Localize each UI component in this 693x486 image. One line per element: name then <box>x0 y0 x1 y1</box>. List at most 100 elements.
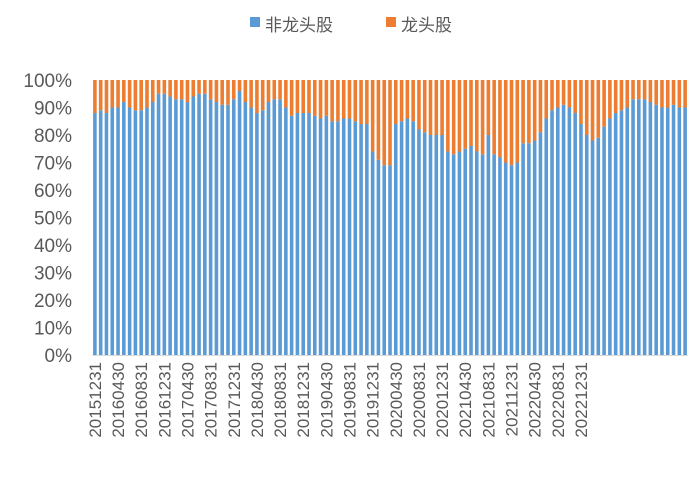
bar-non-leader <box>573 113 577 355</box>
bar-non-leader <box>440 135 444 355</box>
bar-non-leader <box>185 102 190 355</box>
bar-non-leader <box>93 113 97 355</box>
bar-non-leader <box>312 115 317 355</box>
bar-non-leader <box>417 129 421 355</box>
bar-leader <box>93 80 97 113</box>
bar-non-leader <box>613 113 618 355</box>
x-tick-label: 20160831 <box>132 362 151 438</box>
bar-non-leader <box>370 151 375 355</box>
bar-leader <box>104 80 109 113</box>
bar-non-leader <box>284 107 288 355</box>
bar-leader <box>613 80 618 113</box>
bar-non-leader <box>191 96 196 355</box>
bar-leader <box>428 80 433 135</box>
bar-leader <box>237 80 242 91</box>
bar-non-leader <box>347 118 352 355</box>
bar-leader <box>278 80 282 100</box>
bar-leader <box>266 80 271 102</box>
x-tick-label: 20210430 <box>456 362 475 438</box>
bar-non-leader <box>203 93 207 355</box>
bar-non-leader <box>324 115 329 355</box>
bar-leader <box>417 80 421 130</box>
bar-leader <box>318 80 323 119</box>
bar-leader <box>336 80 340 122</box>
bar-non-leader <box>376 159 381 355</box>
bar-non-leader <box>289 115 294 355</box>
bar-leader <box>156 80 161 94</box>
bar-leader <box>208 80 213 100</box>
y-axis: 0% 10% 20% 30% 40% 50% 60% 70% 80% 90% 100% <box>23 71 72 367</box>
bar-leader <box>440 80 444 135</box>
x-tick-label: 20191231 <box>364 362 383 438</box>
bar-leader <box>203 80 207 94</box>
bar-non-leader <box>608 118 612 355</box>
x-tick-label: 20171231 <box>225 362 244 438</box>
bar-non-leader <box>237 91 242 355</box>
bar-non-leader <box>451 154 456 355</box>
bar-leader <box>289 80 294 116</box>
bar-leader <box>527 80 531 144</box>
bar-leader <box>584 80 589 135</box>
bar-leader <box>220 80 224 105</box>
bar-leader <box>168 80 172 97</box>
bar-non-leader <box>469 146 473 355</box>
bar-non-leader <box>665 107 670 355</box>
bar-leader <box>359 80 363 124</box>
legend: 非龙头股 龙头股 <box>250 16 452 36</box>
bar-non-leader <box>648 102 653 355</box>
bar-non-leader <box>139 110 143 355</box>
bar-leader <box>226 80 230 105</box>
bar-leader <box>185 80 190 102</box>
bar-non-leader <box>197 93 201 355</box>
bar-non-leader <box>596 137 601 355</box>
x-tick-label: 20180430 <box>248 362 267 438</box>
bar-non-leader <box>359 124 363 355</box>
bar-non-leader <box>550 110 554 355</box>
bar-leader <box>249 80 253 108</box>
bar-leader <box>446 80 450 152</box>
bar-leader <box>393 80 398 124</box>
bar-leader <box>608 80 612 119</box>
bar-leader <box>579 80 583 124</box>
bar-non-leader <box>226 104 230 355</box>
bar-non-leader <box>538 132 543 355</box>
bar-leader <box>145 80 149 108</box>
bar-non-leader <box>637 99 641 355</box>
bar-non-leader <box>567 107 572 355</box>
bar-non-leader <box>446 151 450 355</box>
bar-leader <box>498 80 502 157</box>
x-tick-label: 20190831 <box>340 362 359 438</box>
x-tick-label: 20201231 <box>433 362 452 438</box>
bar-leader <box>434 80 439 135</box>
bar-leader <box>405 80 410 119</box>
bar-non-leader <box>642 99 647 355</box>
bar-non-leader <box>122 102 126 355</box>
bar-leader <box>127 80 132 108</box>
bar-non-leader <box>341 118 346 355</box>
bar-non-leader <box>307 113 311 355</box>
bar-leader <box>411 80 415 122</box>
bar-non-leader <box>260 110 265 355</box>
bar-leader <box>295 80 300 113</box>
bar-leader <box>422 80 427 133</box>
bar-non-leader <box>145 107 149 355</box>
x-tick-label: 20220430 <box>526 362 545 438</box>
bar-leader <box>255 80 259 113</box>
bar-non-leader <box>127 107 132 355</box>
x-tick-label: 20220831 <box>549 362 568 438</box>
bar-non-leader <box>654 104 658 355</box>
y-tick-label: 60% <box>34 181 72 202</box>
bar-leader <box>544 80 549 119</box>
bar-leader <box>590 80 595 141</box>
bar-non-leader <box>527 143 531 355</box>
bar-leader <box>347 80 352 119</box>
bar-non-leader <box>503 162 508 355</box>
bar-leader <box>492 80 496 155</box>
bar-non-leader <box>619 110 624 355</box>
bar-leader <box>509 80 514 166</box>
bar-leader <box>116 80 120 108</box>
bar-non-leader <box>422 132 427 355</box>
bar-non-leader <box>162 93 167 355</box>
bar-leader <box>214 80 219 102</box>
bar-leader <box>503 80 508 163</box>
